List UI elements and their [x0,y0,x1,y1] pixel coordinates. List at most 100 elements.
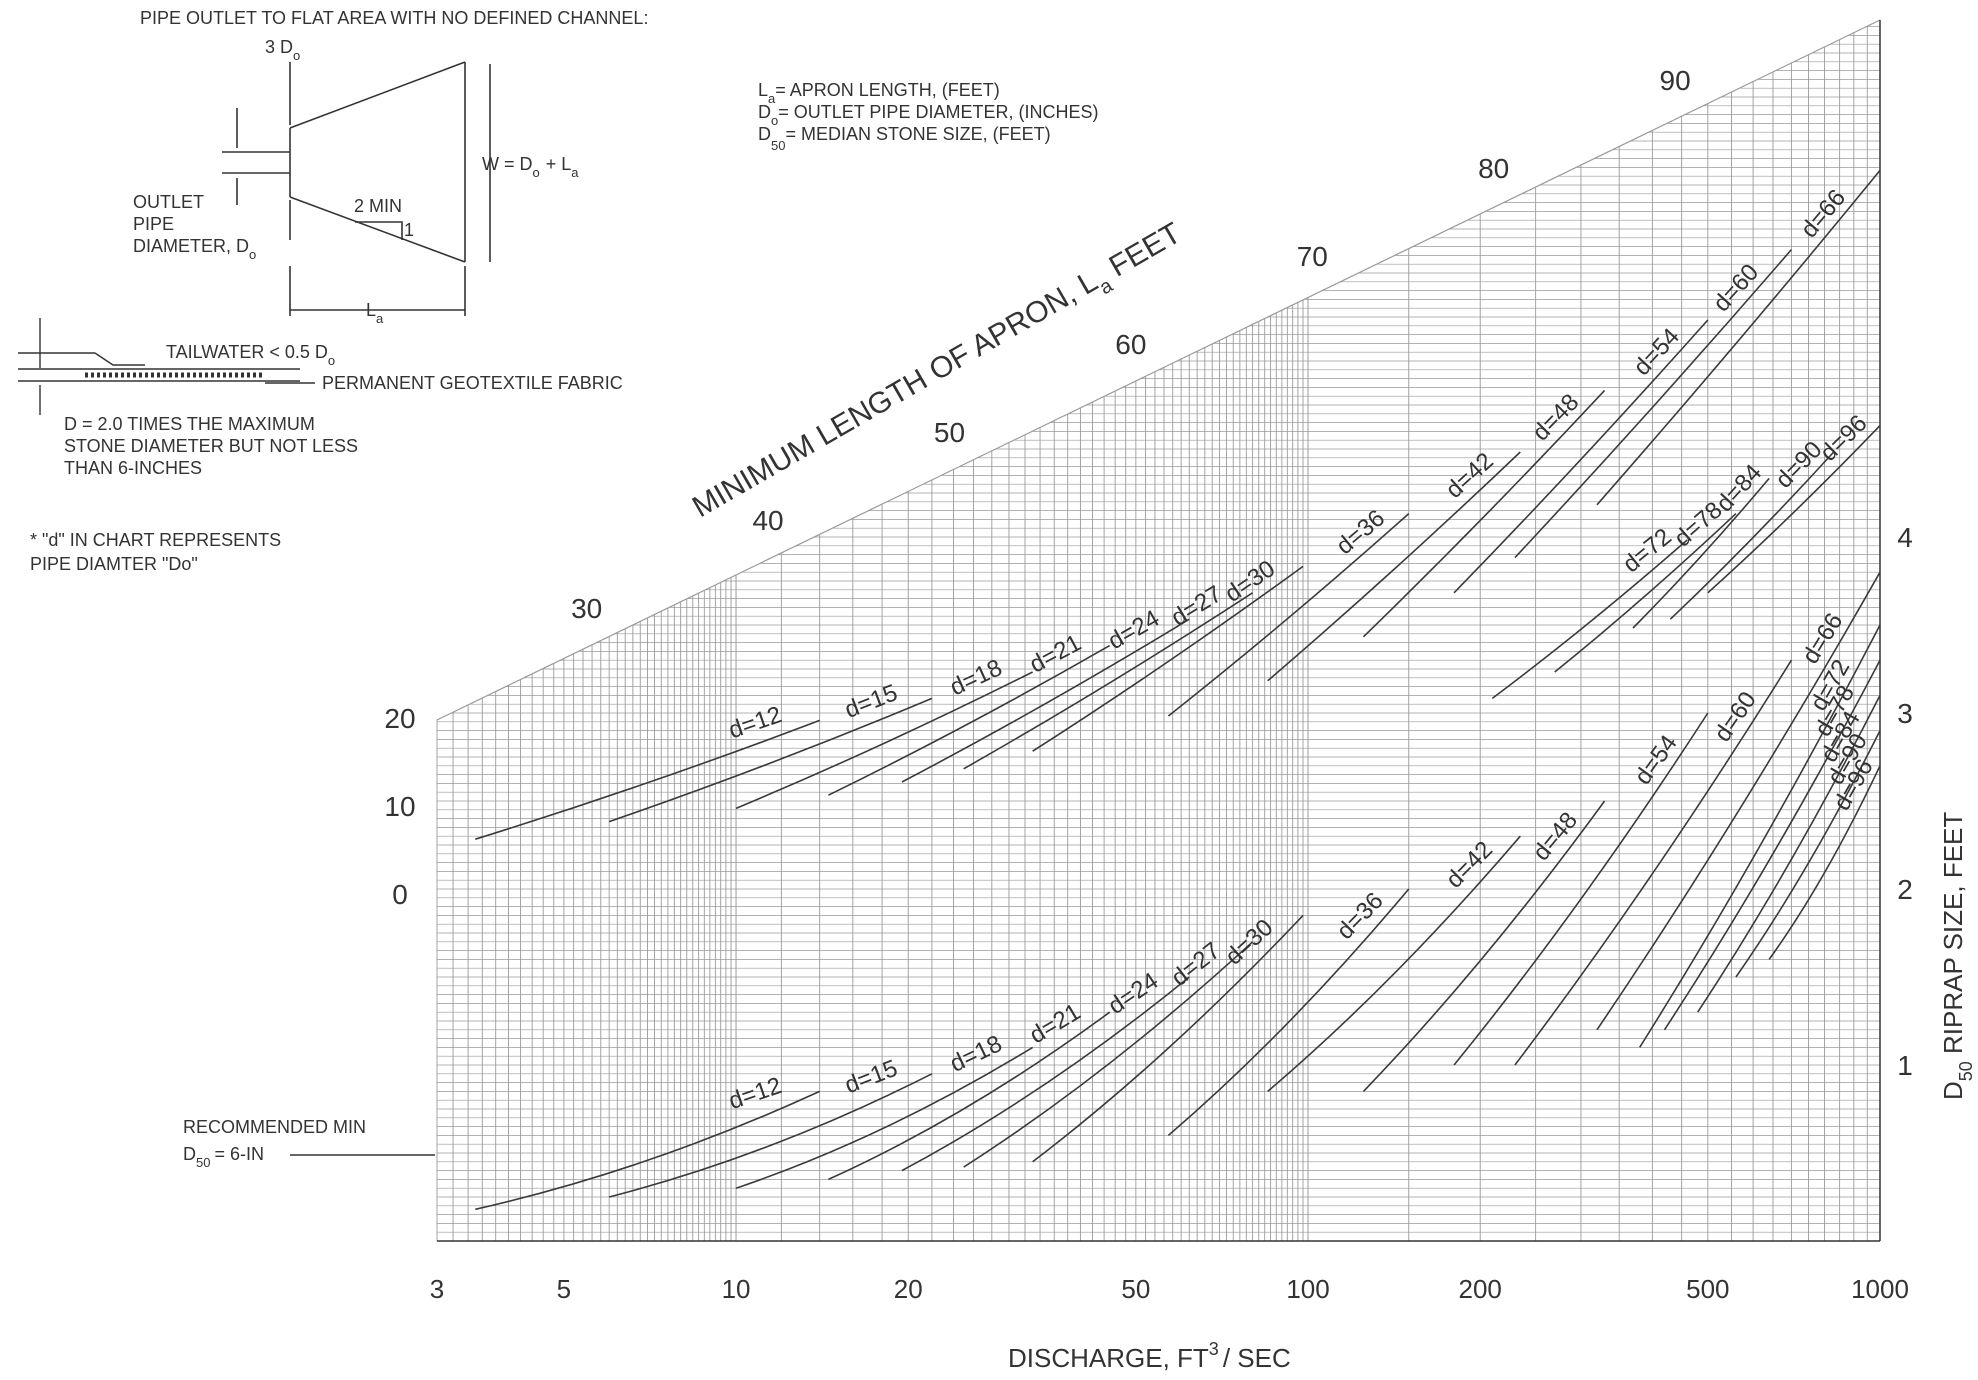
riprap-tick-label: 3 [1897,698,1913,729]
schematic-title: PIPE OUTLET TO FLAT AREA WITH NO DEFINED… [140,8,648,28]
apron-curve-label: d=12 [725,701,785,744]
riprap-curve-label: d=12 [725,1072,785,1115]
apron-curve [475,719,820,840]
apron-curve [1491,539,1688,700]
apron-tick-label: 0 [392,879,408,910]
chart-grid [436,19,1881,1242]
apron-curve [1032,565,1304,752]
x-axis-label: DISCHARGE, FT3/ SEC [1008,1339,1291,1373]
recommended-min-2: D50 = 6-IN [183,1144,264,1170]
riprap-curves: d=12 d=15 d=18d=21d=24d=27d=30 d=36d=42 d=48… [475,571,1881,1211]
apron-tick-label: 20 [384,703,415,734]
riprap-curve-label: d=66 [1797,609,1848,669]
riprap-curve [1697,695,1881,1013]
outlet-label-3: DIAMETER, Do [133,236,256,262]
la-label: La [366,300,384,326]
riprap-curve [608,1073,933,1198]
outlet-schematic [222,61,491,316]
x-tick-label: 3 [430,1274,444,1304]
riprap-curve [475,1090,820,1211]
w-equation: W = Do + La [482,154,579,180]
apron-curve-label: d=15 [841,679,901,724]
apron-axis-label: MINIMUM LENGTH OF APRON, La FEET [687,217,1190,531]
apron-tick-label: 30 [571,593,602,624]
recommended-min-1: RECOMMENDED MIN [183,1117,366,1137]
depth-note-2: STONE DIAMETER BUT NOT LESS [64,436,358,456]
riprap-curve [1596,571,1881,1031]
apron-curve [1167,513,1410,717]
apron-curve [1514,249,1793,559]
riprap-curve-label: d=27 [1166,937,1225,992]
riprap-curve [1167,888,1410,1137]
riprap-curve [1735,730,1881,978]
apron-curve [608,697,933,823]
apron-tick-label: 60 [1115,329,1146,360]
apron-tick-label: 10 [384,791,415,822]
apron-curve [828,644,1111,796]
pipe-note-1: * "d" IN CHART REPRESENTS [30,530,281,550]
apron-tick-label: 40 [752,505,783,536]
riprap-axis-label: D50 RIPRAP SIZE, FEET [1938,812,1976,1100]
apron-curve-label: d=18 [946,654,1006,701]
width-3do-label: 3 Do [265,37,300,63]
riprap-tick-label: 4 [1897,522,1913,553]
apron-curve [1362,389,1606,638]
riprap-curve [1362,800,1606,1092]
apron-curve [1707,425,1881,594]
riprap-curve [963,941,1254,1168]
x-tick-label: 1000 [1851,1274,1909,1304]
apron-tick-label: 90 [1660,65,1691,96]
riprap-curve [1514,659,1793,1066]
depth-note-1: D = 2.0 TIMES THE MAXIMUM [64,414,315,434]
apron-curve-label: d=36 [1331,505,1390,560]
x-tick-label: 5 [557,1274,571,1304]
x-tick-label: 20 [894,1274,923,1304]
slope-min-label: 2 MIN [354,196,402,216]
riprap-curve-label: d=30 [1220,914,1278,970]
riprap-curve [1032,914,1304,1163]
riprap-curve-label: d=21 [1025,998,1085,1049]
riprap-curve [735,1046,1034,1189]
chart-ticks: 3 5 10 20 50 100 200 500 1000 0 10 20 30 40 50 60 70 80 90… [384,65,1912,1304]
apron-curve-label: d=21 [1025,629,1085,678]
apron-curve-label: d=66 [1796,184,1852,243]
riprap-curve-label: d=18 [946,1030,1006,1078]
apron-curve [901,618,1190,783]
riprap-curve-label: d=36 [1332,887,1389,945]
legend-la: La= APRON LENGTH, (FEET) [758,80,1000,106]
riprap-curve-label: d=60 [1709,687,1762,747]
apron-tick-label: 70 [1297,241,1328,272]
outlet-label-1: OUTLET [133,192,204,212]
riprap-curve [828,1011,1111,1181]
x-tick-label: 10 [722,1274,751,1304]
apron-curve [735,671,1033,810]
apron-curve [1453,319,1709,594]
outlet-label-2: PIPE [133,214,174,234]
pipe-note-2: PIPE DIAMTER "Do" [30,554,198,574]
apron-curve [1554,513,1737,673]
x-tick-label: 100 [1286,1274,1329,1304]
apron-curve [963,592,1254,770]
apron-tick-label: 50 [934,417,965,448]
riprap-tick-label: 2 [1897,874,1913,905]
section-schematic [18,318,315,415]
tailwater-label: TAILWATER < 0.5 Do [166,342,335,368]
apron-tick-label: 80 [1478,153,1509,184]
riprap-curve [1663,659,1881,1031]
apron-curve-label: d=27 [1167,580,1227,631]
x-tick-label: 500 [1686,1274,1729,1304]
depth-note-3: THAN 6-INCHES [64,458,202,478]
apron-curve-label: d=30 [1220,555,1280,608]
apron-curve-label: d=72 [1618,523,1677,578]
legend-do: Do= OUTLET PIPE DIAMETER, (INCHES) [758,102,1098,128]
slope-one-label: 1 [404,220,414,240]
riprap-curve [901,976,1190,1172]
apron-curve [1632,477,1770,629]
x-tick-label: 200 [1459,1274,1502,1304]
legend-d50: D50= MEDIAN STONE SIZE, (FEET) [758,124,1051,153]
grid-diagonal [436,19,1881,721]
apron-curve [1669,451,1835,620]
riprap-curve [1638,624,1881,1048]
apron-curve [1267,451,1521,682]
